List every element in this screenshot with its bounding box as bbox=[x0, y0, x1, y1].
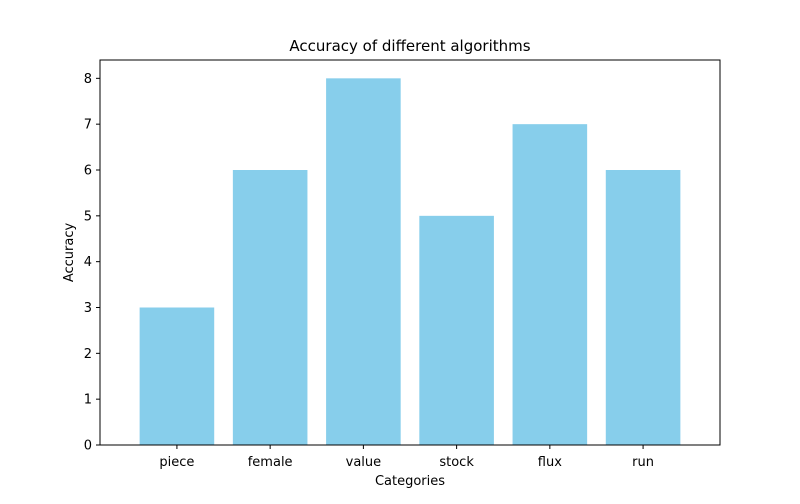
y-tick-label: 7 bbox=[84, 118, 92, 133]
y-tick-label: 1 bbox=[84, 393, 92, 408]
x-tick-label: piece bbox=[159, 455, 194, 470]
bar-run bbox=[605, 170, 681, 445]
x-tick-label: flux bbox=[538, 455, 562, 470]
x-tick-label: female bbox=[248, 455, 293, 470]
x-tick-label: run bbox=[632, 455, 654, 470]
y-tick-label: 8 bbox=[84, 72, 92, 87]
x-tick-label: stock bbox=[439, 455, 474, 470]
y-tick-label: 4 bbox=[84, 255, 92, 270]
bar-stock bbox=[419, 215, 494, 445]
bar-flux bbox=[512, 124, 588, 446]
y-axis-ticks: 0 1 2 3 4 5 6 7 8 bbox=[84, 72, 100, 454]
y-tick-label: 2 bbox=[84, 347, 92, 362]
bar-female bbox=[232, 170, 308, 445]
chart-title: Accuracy of different algorithms bbox=[289, 37, 530, 55]
y-tick-label: 3 bbox=[84, 301, 92, 316]
y-tick-label: 5 bbox=[84, 209, 92, 224]
bar-piece bbox=[139, 307, 215, 445]
plot-frame bbox=[99, 59, 721, 446]
bars bbox=[139, 78, 681, 446]
x-axis-label: Categories bbox=[375, 474, 445, 489]
y-tick-label: 0 bbox=[84, 439, 92, 454]
y-axis-label: Accuracy bbox=[62, 223, 77, 283]
bar-value bbox=[326, 78, 401, 445]
x-axis-ticks: piece female value stock flux run bbox=[159, 445, 654, 470]
x-tick-label: value bbox=[346, 455, 382, 470]
y-tick-label: 6 bbox=[84, 164, 92, 179]
